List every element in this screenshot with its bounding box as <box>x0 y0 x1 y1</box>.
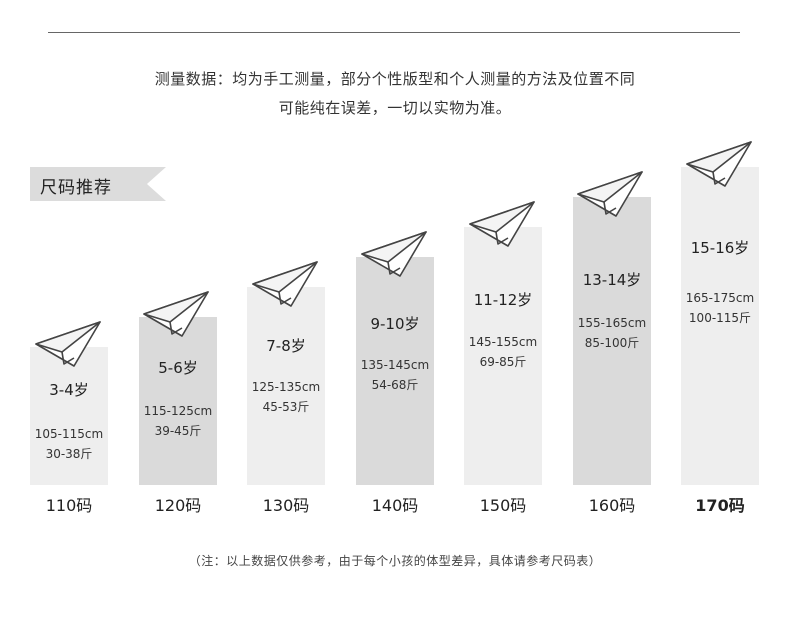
paper-plane-icon <box>577 171 643 217</box>
age-label: 11-12岁 <box>473 291 533 309</box>
height-range: 145-155cm <box>468 335 538 349</box>
size-code: 110码 <box>45 496 93 515</box>
size-code: 170码 <box>695 496 745 515</box>
notice-line-2: 可能纯在误差，一切以实物为准。 <box>278 99 512 117</box>
size-column-110: 3-4岁 105-115cm 30-38斤 <box>30 347 108 485</box>
size-code: 160码 <box>588 496 636 515</box>
size-code: 120码 <box>154 496 202 515</box>
size-code: 150码 <box>479 496 527 515</box>
height-range: 115-125cm <box>143 404 213 418</box>
age-label: 9-10岁 <box>370 315 420 333</box>
size-column-130: 7-8岁 125-135cm 45-53斤 <box>247 287 325 485</box>
paper-plane-icon <box>35 321 101 367</box>
age-label: 13-14岁 <box>582 271 642 289</box>
size-column-150: 11-12岁 145-155cm 69-85斤 <box>464 227 542 485</box>
height-range: 135-145cm <box>360 358 430 372</box>
paper-plane-icon <box>469 201 535 247</box>
height-range: 155-165cm <box>577 316 647 330</box>
size-column-120: 5-6岁 115-125cm 39-45斤 <box>139 317 217 485</box>
weight-range: 69-85斤 <box>479 355 527 369</box>
age-label: 5-6岁 <box>158 359 198 377</box>
height-range: 105-115cm <box>34 427 104 441</box>
size-code: 140码 <box>371 496 419 515</box>
height-range: 165-175cm <box>685 291 755 305</box>
age-label: 15-16岁 <box>690 239 750 257</box>
weight-range: 85-100斤 <box>584 336 640 350</box>
size-column-170: 15-16岁 165-175cm 100-115斤 <box>681 167 759 485</box>
notice-line-1: 测量数据：均为手工测量，部分个性版型和个人测量的方法及位置不同 <box>154 70 636 88</box>
size-code: 130码 <box>262 496 310 515</box>
size-column-140: 9-10岁 135-145cm 54-68斤 <box>356 257 434 485</box>
paper-plane-icon <box>252 261 318 307</box>
paper-plane-icon <box>143 291 209 337</box>
paper-plane-icon <box>686 141 752 187</box>
size-column-160: 13-14岁 155-165cm 85-100斤 <box>573 197 651 485</box>
weight-range: 45-53斤 <box>262 400 310 414</box>
height-range: 125-135cm <box>251 380 321 394</box>
footnote: （注：以上数据仅供参考，由于每个小孩的体型差异，具体请参考尺码表） <box>188 554 602 568</box>
age-label: 7-8岁 <box>266 337 306 355</box>
top-divider <box>48 32 740 33</box>
weight-range: 30-38斤 <box>45 447 93 461</box>
tag-label: 尺码推荐 <box>40 178 112 198</box>
age-label: 3-4岁 <box>49 381 89 399</box>
weight-range: 54-68斤 <box>371 378 419 392</box>
weight-range: 100-115斤 <box>688 311 752 325</box>
weight-range: 39-45斤 <box>154 424 202 438</box>
size-recommendation-tag: 尺码推荐 <box>30 167 166 201</box>
paper-plane-icon <box>361 231 427 277</box>
